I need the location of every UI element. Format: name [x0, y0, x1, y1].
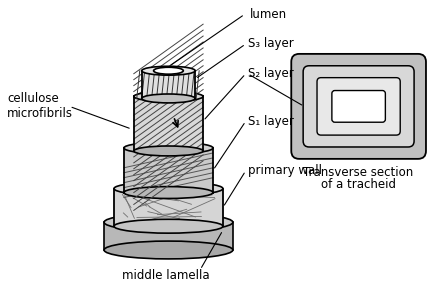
- Text: S₃ layer: S₃ layer: [247, 38, 293, 50]
- Text: S₁ layer: S₁ layer: [247, 115, 293, 128]
- FancyBboxPatch shape: [291, 54, 425, 159]
- Ellipse shape: [114, 219, 222, 233]
- Polygon shape: [133, 97, 203, 151]
- FancyBboxPatch shape: [316, 78, 399, 135]
- Text: lumen: lumen: [249, 8, 286, 21]
- Text: cellulose
microfibrils: cellulose microfibrils: [7, 92, 73, 120]
- FancyBboxPatch shape: [104, 222, 232, 250]
- Ellipse shape: [114, 182, 222, 196]
- Polygon shape: [141, 71, 195, 98]
- Text: of a tracheid: of a tracheid: [320, 178, 395, 191]
- Ellipse shape: [133, 146, 203, 156]
- Text: Transverse section: Transverse section: [303, 166, 413, 179]
- Ellipse shape: [153, 67, 183, 74]
- Text: middle lamella: middle lamella: [121, 269, 209, 282]
- Ellipse shape: [104, 213, 232, 231]
- FancyBboxPatch shape: [331, 91, 384, 122]
- Ellipse shape: [141, 66, 195, 75]
- Polygon shape: [123, 148, 212, 193]
- Ellipse shape: [123, 142, 212, 154]
- Polygon shape: [114, 189, 222, 226]
- Text: S₂ layer: S₂ layer: [247, 67, 293, 80]
- Ellipse shape: [104, 241, 232, 259]
- FancyBboxPatch shape: [302, 66, 413, 147]
- Ellipse shape: [123, 187, 212, 198]
- Ellipse shape: [133, 92, 203, 102]
- Ellipse shape: [141, 94, 195, 103]
- Text: primary wall: primary wall: [247, 164, 321, 177]
